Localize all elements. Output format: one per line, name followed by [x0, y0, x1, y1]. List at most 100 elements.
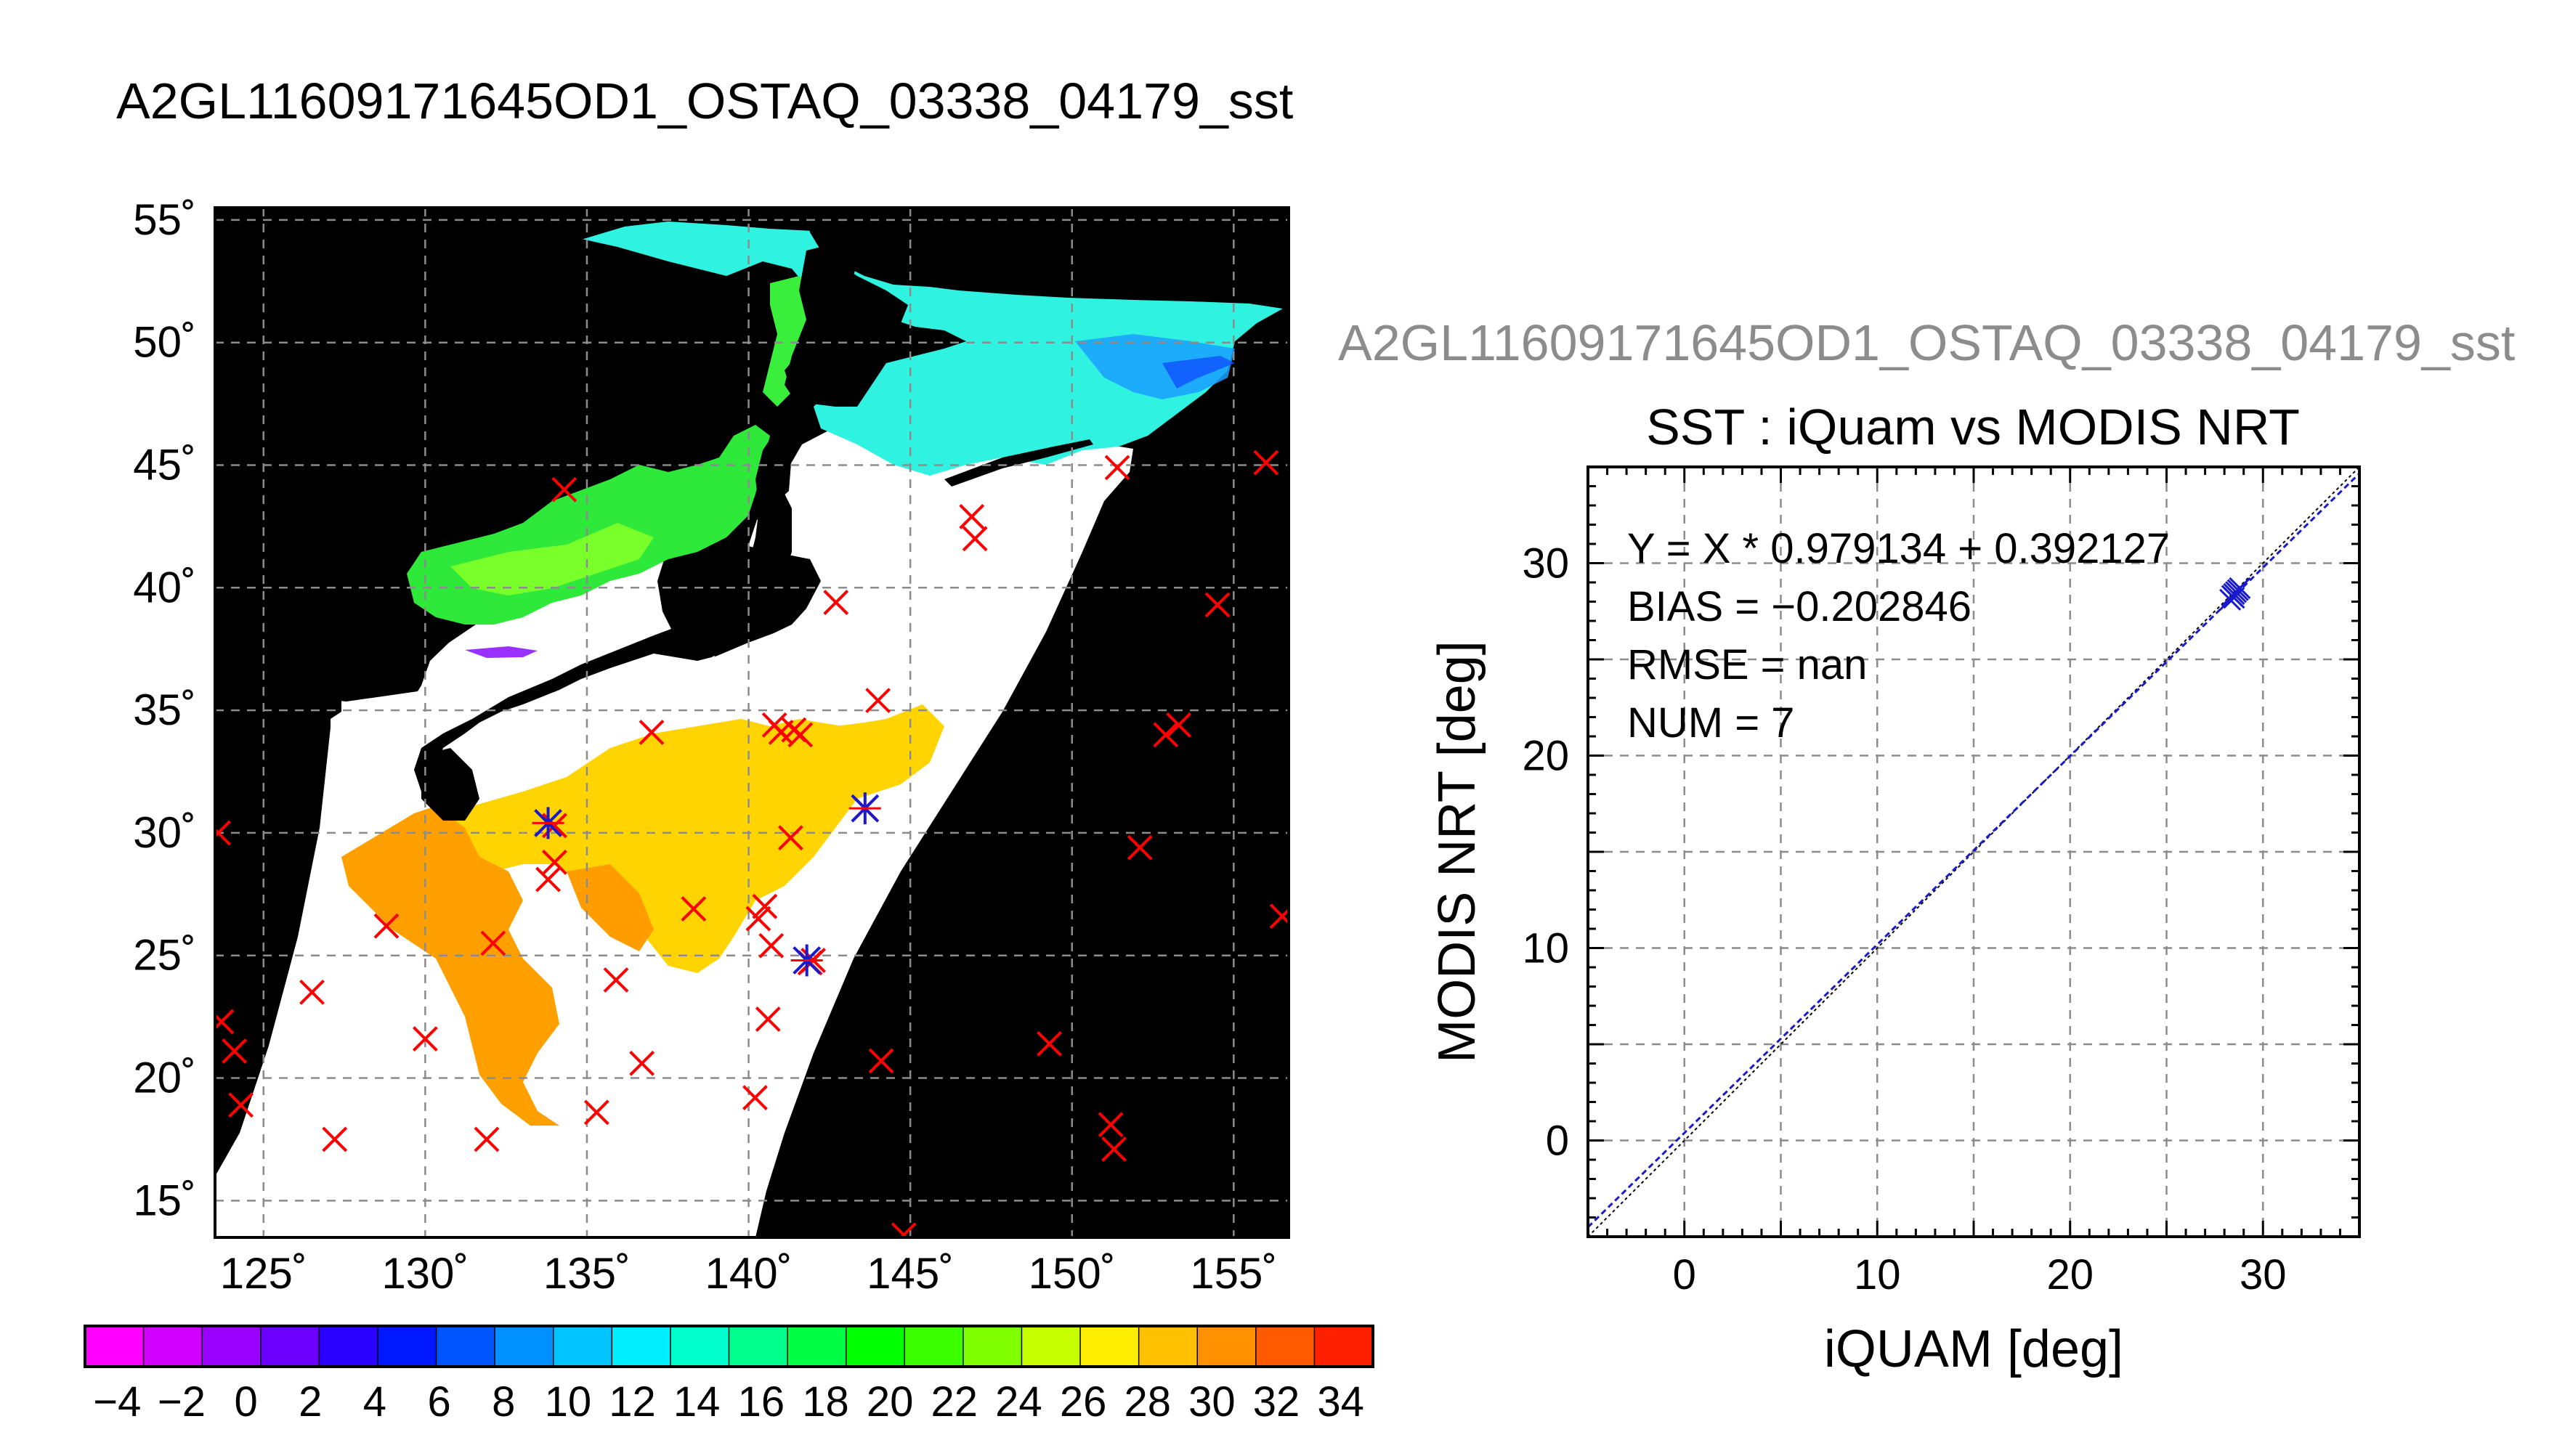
colorbar-tick-label: 30 [1188, 1378, 1236, 1426]
map-gridlines [215, 208, 1289, 1237]
colorbar-cell [319, 1326, 378, 1367]
map-buoy-marker [1253, 450, 1279, 476]
map-buoy-marker [778, 825, 803, 851]
map-buoy-marker [1127, 834, 1153, 861]
map-buoy-marker [868, 1048, 894, 1074]
map-buoy-marker [681, 896, 707, 922]
sst-yellow-east [726, 719, 923, 792]
colorbar-tick-label: 18 [802, 1378, 849, 1426]
colorbar-cell [1197, 1326, 1257, 1367]
scatter-annotation: BIAS = −0.202846 [1627, 583, 1971, 630]
land-kuril [944, 439, 1093, 487]
map-match-marker [848, 792, 881, 825]
map-buoy-marker [215, 820, 231, 846]
colorbar-tick-label: 24 [995, 1378, 1042, 1426]
colorbar-labels: −4 −2 0 2 4 6 8 10 12 14 16 18 20 22 24 26 28 30 32 34 [93, 1378, 1364, 1426]
scatter-x-tick-label: 20 [2046, 1251, 2094, 1298]
colorbar-cell [202, 1326, 262, 1367]
colorbar-cell [612, 1326, 671, 1367]
colorbar-cells [85, 1326, 1374, 1367]
map-lon-label: 140˚ [705, 1249, 793, 1298]
scatter-annotation: Y = X * 0.979134 + 0.392127 [1627, 525, 2170, 572]
map-buoy-marker [823, 590, 849, 615]
colorbar-cell [85, 1326, 145, 1367]
scatter-point [2229, 577, 2251, 600]
colorbar-cell [1021, 1326, 1081, 1367]
map-buoy-marker [474, 1126, 500, 1152]
sst-orange-patch-2 [567, 864, 654, 951]
colorbar-cell [963, 1326, 1023, 1367]
colorbar-tick-label: 28 [1124, 1378, 1171, 1426]
scatter-annotations: Y = X * 0.979134 + 0.392127 BIAS = −0.202… [1627, 525, 2170, 747]
map-frame [214, 206, 1290, 1239]
scatter-x-tick-label: 0 [1673, 1251, 1696, 1298]
colorbar-cell [436, 1326, 495, 1367]
sst-light-green-region [450, 523, 654, 595]
land-hokkaido [785, 247, 908, 407]
map-buoy-marker [583, 1099, 609, 1126]
map-lon-label: 130˚ [381, 1249, 469, 1298]
map-markers [215, 450, 1289, 1237]
map-match-marker [790, 944, 823, 977]
map-buoy-marker [322, 1126, 348, 1152]
map-lat-label: 40˚ [133, 563, 196, 611]
map-lat-label: 35˚ [133, 686, 196, 734]
colorbar-tick-label: 14 [673, 1378, 721, 1426]
map-lat-labels: 15˚ 20˚ 25˚ 30˚ 35˚ 40˚ 45˚ 50˚ 55˚ [133, 195, 196, 1224]
map-lon-label: 155˚ [1190, 1249, 1277, 1298]
map-buoy-marker [228, 1092, 254, 1118]
sst-deep-blue-patch [1075, 334, 1235, 399]
colorbar-cell [553, 1326, 612, 1367]
map-buoy-marker [1101, 1136, 1127, 1162]
map-match-marker [532, 807, 564, 839]
map-buoy-marker [962, 526, 988, 552]
scatter-y-tick-label: 30 [1522, 540, 1569, 587]
map-buoy-marker [215, 1009, 235, 1035]
map-buoy-marker [891, 1222, 917, 1237]
map-buoy-marker [603, 967, 629, 993]
colorbar-tick-label: 6 [427, 1378, 450, 1426]
colorbar-cell [1138, 1326, 1198, 1367]
land-sakhalin [806, 218, 857, 276]
colorbar-tick-label: 2 [299, 1378, 322, 1426]
scatter-x-tick-labels: 0 10 20 30 [1673, 1251, 2287, 1298]
land-kyushu [421, 748, 479, 821]
map-buoy-marker [742, 1085, 768, 1110]
scatter-points [2219, 577, 2251, 611]
colorbar-tick-label: 26 [1060, 1378, 1107, 1426]
sst-blue-streak [1162, 356, 1235, 389]
map-buoy-marker [959, 503, 985, 529]
map-panel: 125˚ 130˚ 135˚ 140˚ 145˚ 150˚ 155˚ 15˚ 20˚ 25˚ 30… [133, 195, 1290, 1298]
map-buoy-marker [1098, 1112, 1124, 1138]
map-buoy-marker [1269, 903, 1289, 930]
land-japan-main [414, 270, 966, 799]
map-lon-label: 150˚ [1029, 1249, 1116, 1298]
colorbar-cell [260, 1326, 320, 1367]
colorbar-cell [1080, 1326, 1140, 1367]
scatter-x-tick-label: 10 [1854, 1251, 1901, 1298]
map-lat-label: 30˚ [133, 808, 196, 857]
colorbar-cell [377, 1326, 437, 1367]
map-lat-label: 45˚ [133, 441, 196, 489]
map-lon-label: 135˚ [543, 1249, 631, 1298]
colorbar-cell [729, 1326, 788, 1367]
map-buoy-marker [629, 1050, 655, 1076]
colorbar-tick-label: 10 [545, 1378, 592, 1426]
map-lat-label: 15˚ [133, 1176, 196, 1224]
map-buoy-marker [1204, 592, 1231, 618]
map-buoy-marker [745, 906, 771, 932]
scatter-xlabel: iQUAM [deg] [1824, 1320, 2123, 1378]
scatter-header: A2GL11609171645OD1_OSTAQ_03338_04179_sst [1338, 314, 2515, 371]
map-buoy-marker [542, 850, 567, 875]
map-buoy-marker [1104, 455, 1130, 481]
map-buoy-marker [752, 893, 778, 919]
colorbar: −4 −2 0 2 4 6 8 10 12 14 16 18 20 22 24 26 28 30 32 34 [84, 1325, 1374, 1426]
map-buoy-marker [412, 1026, 438, 1052]
colorbar-cell [143, 1326, 203, 1367]
colorbar-tick-label: 22 [931, 1378, 978, 1426]
scatter-ylabel: MODIS NRT [deg] [1428, 640, 1486, 1063]
colorbar-cell [670, 1326, 730, 1367]
map-buoy-marker [787, 722, 814, 748]
sst-orange-region [341, 806, 559, 1126]
